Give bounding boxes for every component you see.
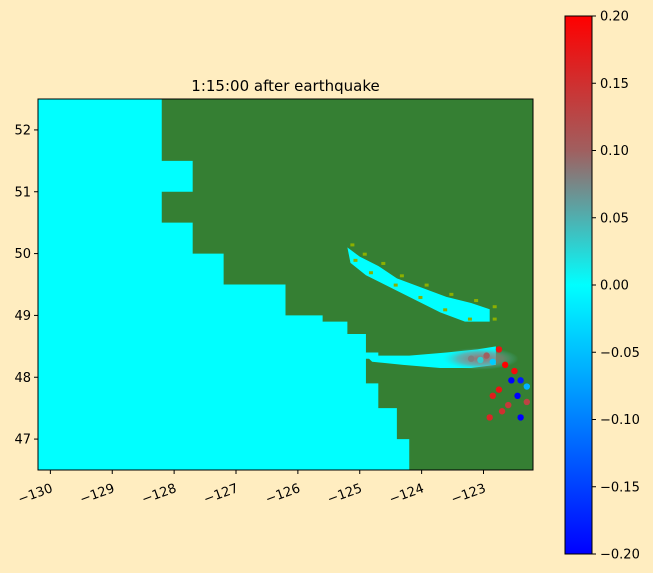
shallow-patch: [474, 299, 479, 303]
x-tick-label: −125: [326, 481, 365, 507]
anomaly-point: [489, 358, 496, 365]
anomaly-point: [498, 408, 506, 415]
colorbar-tick-label: −0.10: [600, 413, 640, 428]
colorbar-tick-label: −0.15: [600, 480, 640, 495]
x-tick-label: −123: [449, 481, 488, 507]
shallow-patch: [399, 274, 404, 278]
y-axis: 47 48 49 50 51 52: [14, 123, 38, 448]
shallow-patch: [418, 295, 423, 299]
shallow-patch: [368, 271, 373, 275]
anomaly-point: [523, 383, 531, 390]
colorbar-tick-label: −0.05: [600, 346, 640, 361]
anomaly-point: [489, 392, 496, 399]
colorbar-gradient: [564, 15, 593, 555]
anomaly-point: [505, 401, 512, 409]
colorbar-tick-label: −0.20: [600, 548, 640, 563]
colorbar-tick-label: 0.10: [600, 144, 629, 159]
anomaly-layer: [350, 243, 531, 421]
shallow-patch: [449, 292, 454, 296]
colorbar-tick-label: 0.05: [600, 211, 629, 226]
colorbar-tick-label: 0.15: [600, 77, 629, 92]
y-tick-label: 50: [14, 247, 31, 262]
shallow-patch: [467, 317, 472, 321]
plot-frame: [37, 98, 534, 471]
y-tick-label: 49: [14, 309, 31, 324]
x-tick-label: −126: [264, 481, 303, 507]
anomaly-point: [495, 346, 503, 353]
x-tick-label: −127: [202, 481, 241, 507]
anomaly-point: [467, 355, 475, 362]
colorbar: 0.20 0.15 0.10 0.05 0.00 −0.05 −0.10 −0.15 −0.20: [564, 10, 640, 563]
anomaly-point: [483, 352, 490, 359]
anomaly-point: [495, 386, 503, 393]
strait-of-georgia: [347, 247, 490, 322]
shallow-patch: [393, 283, 398, 287]
shallow-patch: [362, 252, 367, 256]
anomaly-point: [486, 414, 493, 421]
shallow-patch: [353, 258, 358, 262]
anomaly-point: [514, 392, 521, 399]
x-tick-label: −130: [16, 481, 55, 507]
colorbar-axis: 0.20 0.15 0.10 0.05 0.00 −0.05 −0.10 −0.15 −0.20: [592, 10, 640, 563]
shallow-patch: [424, 283, 429, 287]
anomaly-point: [508, 377, 515, 384]
colorbar-tick-label: 0.20: [600, 10, 629, 25]
y-tick-label: 48: [14, 371, 31, 386]
x-tick-label: −128: [140, 481, 179, 507]
x-tick-label: −129: [78, 481, 117, 507]
anomaly-point: [511, 367, 518, 375]
shallow-patch: [443, 308, 448, 312]
y-tick-label: 51: [14, 185, 31, 200]
anomaly-point: [477, 356, 484, 364]
ocean-region: [38, 99, 410, 470]
y-tick-label: 47: [14, 433, 31, 448]
shallow-patch: [492, 317, 497, 321]
x-tick-label: −124: [387, 481, 426, 507]
x-axis: −130 −129 −128 −127 −126 −125 −124 −123: [16, 470, 488, 508]
anomaly-point: [501, 361, 509, 369]
anomaly-point: [517, 377, 524, 384]
plot-area: −130 −129 −128 −127 −126 −125 −124 −123 47 48 49 5…: [14, 98, 534, 508]
shallow-patch: [381, 261, 386, 265]
y-tick-label: 52: [14, 123, 31, 138]
colorbar-tick-label: 0.00: [600, 279, 629, 294]
anomaly-point: [517, 414, 524, 421]
shallow-patch: [492, 305, 497, 309]
chart-title: 1:15:00 after earthquake: [191, 77, 379, 95]
anomaly-point: [523, 398, 531, 406]
shallow-patch: [350, 243, 355, 247]
